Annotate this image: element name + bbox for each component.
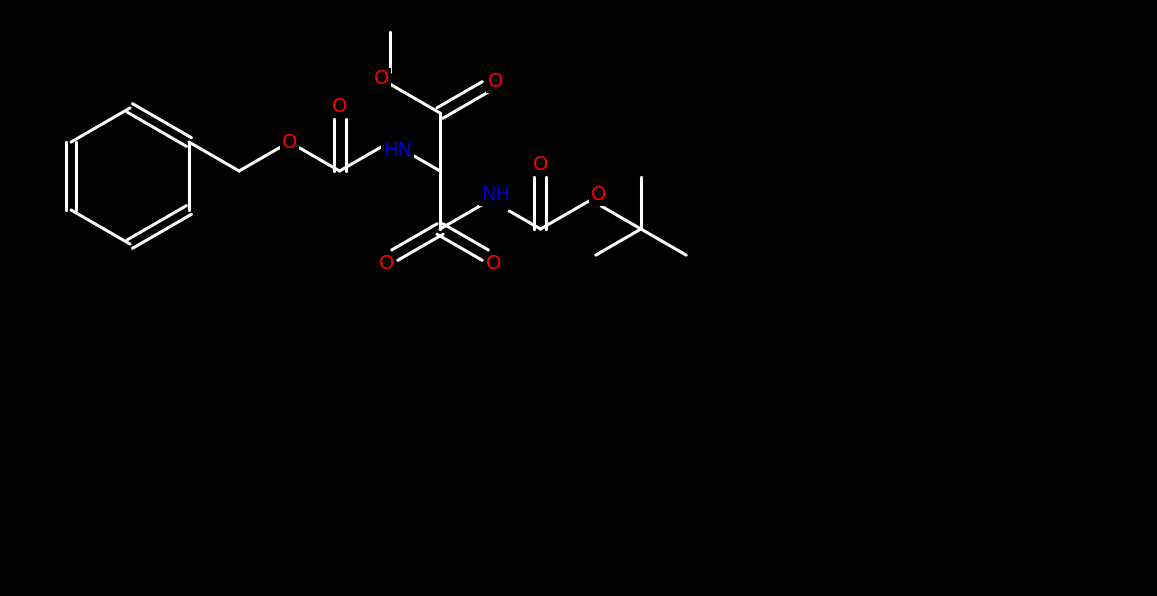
Text: O: O bbox=[332, 97, 347, 116]
Text: O: O bbox=[374, 70, 390, 88]
Text: O: O bbox=[487, 72, 503, 91]
Text: NH: NH bbox=[481, 185, 510, 204]
Text: HN: HN bbox=[383, 141, 412, 160]
Text: O: O bbox=[486, 254, 501, 272]
Text: O: O bbox=[533, 156, 548, 174]
Text: O: O bbox=[591, 185, 606, 204]
Text: O: O bbox=[281, 132, 297, 151]
Text: O: O bbox=[379, 254, 395, 272]
